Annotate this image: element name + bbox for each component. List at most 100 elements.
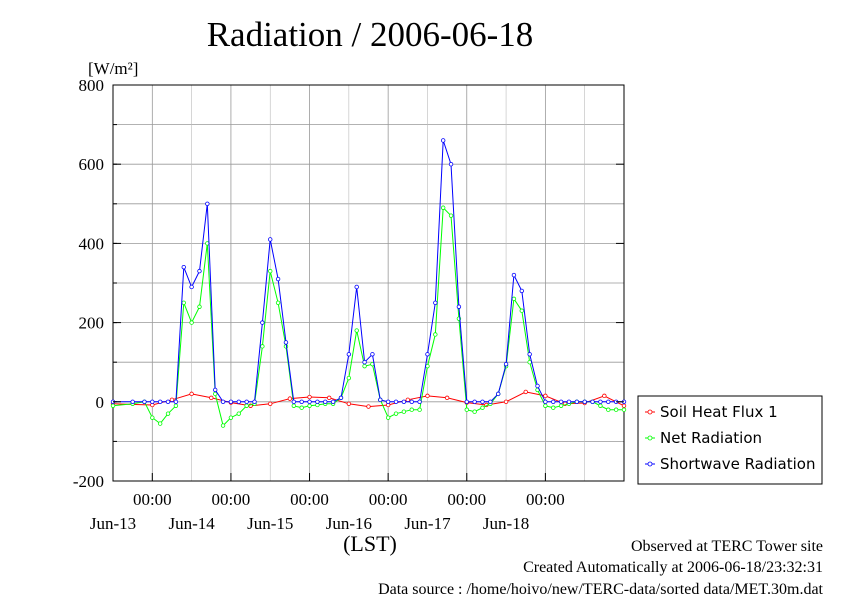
data-point <box>366 404 371 409</box>
data-point <box>370 352 375 357</box>
data-point <box>523 389 528 395</box>
data-point <box>519 288 524 294</box>
data-point <box>558 399 564 404</box>
footer-observed: Observed at TERC Tower site <box>631 538 823 555</box>
series-soil-heat-flux-1 <box>110 389 627 409</box>
data-point <box>503 361 509 367</box>
data-point <box>268 401 273 406</box>
data-point <box>574 399 580 404</box>
x-tick-label: 00:00 <box>447 490 486 509</box>
data-point <box>425 393 430 399</box>
data-point <box>385 415 391 420</box>
footer-source: Data source : /home/hoivo/new/TERC-data/… <box>378 581 823 595</box>
data-point <box>181 300 186 305</box>
data-point <box>535 383 540 389</box>
x-day-label: Jun-17 <box>404 514 451 533</box>
data-point <box>169 397 175 403</box>
legend-label: Shortwave Radiation <box>660 455 816 473</box>
data-point <box>209 395 214 401</box>
data-point <box>142 399 147 404</box>
data-point <box>165 411 171 416</box>
data-point <box>543 399 548 404</box>
series-line <box>112 206 624 427</box>
data-point <box>197 268 202 274</box>
data-point <box>566 399 572 404</box>
data-point <box>338 395 344 401</box>
data-point <box>543 403 548 408</box>
data-point <box>346 352 352 357</box>
data-point <box>433 300 438 305</box>
data-point <box>157 421 163 426</box>
data-point <box>346 375 352 381</box>
data-point <box>189 391 194 397</box>
data-point <box>582 399 587 404</box>
data-point <box>621 407 627 412</box>
data-point <box>283 340 289 345</box>
data-point <box>110 403 116 408</box>
data-point <box>401 409 407 414</box>
axes-layer: -200 0 200 400 600 800 00:00 00:00 00:00 00:00 00:… <box>73 76 624 533</box>
legend-item: Net Radiation <box>645 429 762 447</box>
data-point <box>197 304 202 309</box>
data-point <box>393 411 399 416</box>
data-point <box>417 399 422 404</box>
data-point <box>323 399 328 404</box>
y-tick-label: 400 <box>79 234 105 253</box>
data-point <box>472 399 477 404</box>
data-point <box>606 407 611 412</box>
legend-swatch-marker <box>647 461 653 467</box>
legend-item: Soil Heat Flux 1 <box>645 403 778 421</box>
data-point <box>299 405 304 410</box>
data-point <box>150 415 155 420</box>
series-layer <box>110 138 627 428</box>
data-point <box>558 403 564 408</box>
data-point <box>362 363 367 369</box>
chart-title: Radiation / 2006-06-18 <box>207 15 534 54</box>
x-day-label: Jun-16 <box>326 514 372 533</box>
y-tick-label: -200 <box>73 472 104 491</box>
series-shortwave-radiation <box>110 138 627 404</box>
data-point <box>268 237 273 242</box>
data-point <box>511 296 517 302</box>
data-point <box>205 201 210 206</box>
data-point <box>220 399 226 404</box>
data-point <box>551 405 556 410</box>
data-point <box>440 138 446 143</box>
data-point <box>354 328 359 333</box>
x-tick-label: 00:00 <box>133 490 172 509</box>
legend: Soil Heat Flux 1 Net Radiation Shortwave R… <box>637 395 823 485</box>
data-point <box>464 399 469 404</box>
data-point <box>291 403 297 408</box>
x-day-label: Jun-18 <box>483 514 529 533</box>
y-axis-title: [W/m²] <box>88 59 138 78</box>
legend-box <box>637 395 823 485</box>
y-tick-label: 800 <box>79 76 105 95</box>
data-point <box>613 407 619 412</box>
data-point <box>393 399 399 404</box>
data-point <box>378 397 383 403</box>
data-point <box>275 300 281 305</box>
data-point <box>150 399 155 404</box>
x-day-label: Jun-13 <box>90 514 136 533</box>
legend-label: Soil Heat Flux 1 <box>660 403 778 421</box>
data-point <box>346 401 352 406</box>
data-point <box>165 399 171 404</box>
y-tick-label: 0 <box>96 393 105 412</box>
data-point <box>527 352 532 357</box>
data-point <box>307 403 312 408</box>
data-point <box>157 399 163 404</box>
data-point <box>409 407 414 412</box>
data-point <box>551 399 556 404</box>
data-point <box>590 399 595 404</box>
data-point <box>602 393 607 399</box>
data-point <box>220 423 226 428</box>
data-point <box>260 320 265 325</box>
data-point <box>228 399 234 404</box>
data-point <box>606 399 611 404</box>
data-point <box>244 399 249 404</box>
data-point <box>444 395 450 401</box>
x-tick-label: 00:00 <box>369 490 408 509</box>
data-point <box>244 403 249 408</box>
legend-swatch-marker <box>647 409 653 415</box>
y-tick-label: 600 <box>79 155 105 174</box>
